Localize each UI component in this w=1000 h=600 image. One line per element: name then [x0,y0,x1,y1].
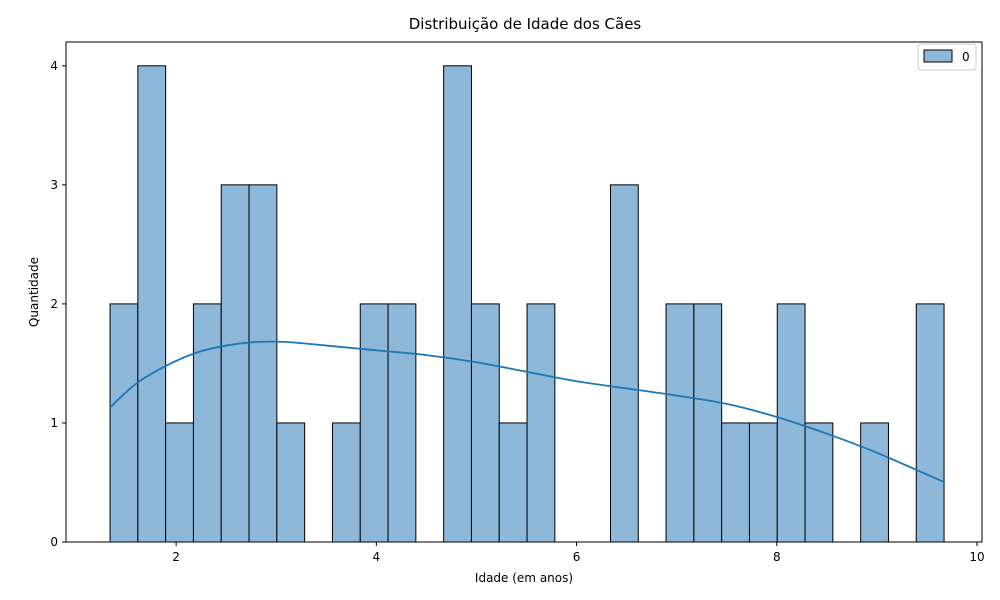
plot-frame [65,41,983,543]
histogram-bar [109,303,139,543]
histogram-bar [776,303,806,543]
histogram-bar [915,303,945,543]
x-tick-label: 8 [773,550,781,564]
x-tick-label: 6 [573,550,581,564]
histogram-bar [276,422,306,543]
histogram-bar [220,184,250,543]
y-tick-label: 0 [50,535,58,549]
histogram-bar [331,422,361,543]
histogram-bar [137,65,167,543]
histogram-bar [165,422,194,543]
x-tick-label: 10 [969,550,984,564]
kde-curve [109,340,946,484]
histogram-bar [665,303,695,543]
legend-label: 0 [962,50,970,64]
legend-swatch [923,49,953,63]
histogram-bar [693,303,723,543]
y-axis-label: Quantidade [27,257,41,327]
histogram-bar [443,65,472,543]
histogram-bar [721,422,750,543]
x-axis-ticks: 2 4 6 8 10 [172,542,985,564]
histogram-bar [526,303,556,543]
legend: 0 [917,43,977,71]
y-tick-label: 2 [50,297,58,311]
chart-title: Distribuição de Idade dos Cães [409,15,642,33]
bars-group [109,65,945,543]
histogram-bar [470,303,500,543]
histogram-bar [359,303,389,543]
x-tick-label: 2 [172,550,180,564]
y-tick-label: 3 [50,178,58,192]
histogram-bar [609,184,639,543]
histogram-bar [860,422,889,543]
y-axis-ticks: 0 1 2 3 4 [50,59,66,549]
histogram-bar [748,422,778,543]
y-tick-label: 1 [50,416,58,430]
histogram-bar [498,422,528,543]
x-tick-label: 4 [373,550,381,564]
histogram-bar [804,422,834,543]
x-axis-label: Idade (em anos) [475,571,573,585]
y-tick-label: 4 [50,59,58,73]
histogram-bar [248,184,278,543]
histogram-bar [192,303,222,543]
histogram-bar [387,303,417,543]
